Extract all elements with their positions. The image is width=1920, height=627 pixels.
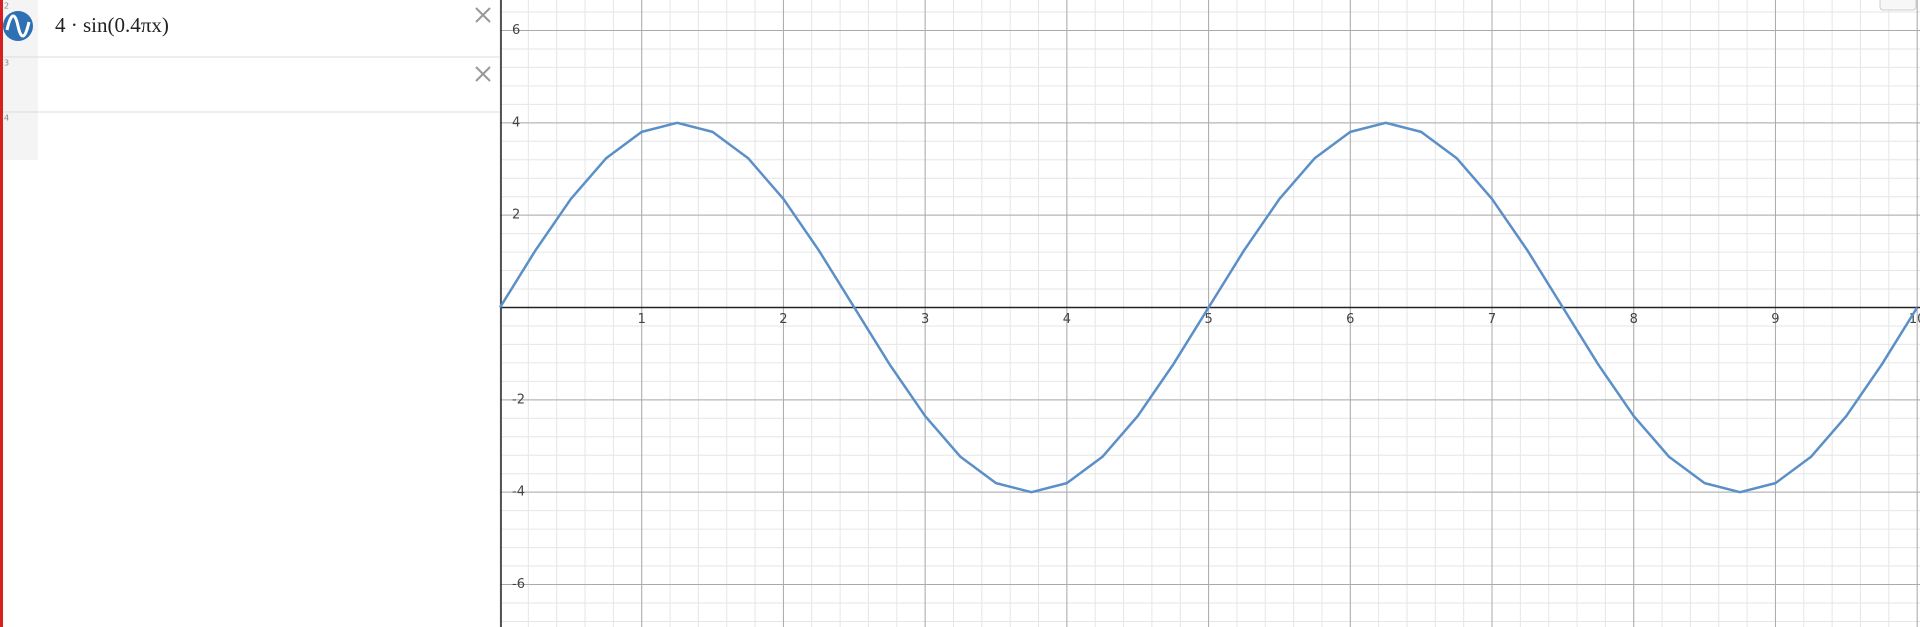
y-tick-label: -6 [512,577,525,592]
panel-border [0,0,3,627]
x-tick-label: 5 [1204,312,1212,327]
row-number: 3 [4,59,9,68]
delete-button[interactable] [475,7,491,23]
y-tick-label: -2 [512,392,525,407]
x-tick-label: 7 [1488,312,1496,327]
row-number: 4 [4,114,9,123]
x-tick-label: 10 [1909,312,1920,327]
y-tick-label: 2 [512,208,520,223]
x-tick-label: 1 [638,312,646,327]
x-tick-label: 9 [1771,312,1779,327]
graph-area: 1 2 3 4 5 6 7 8 9 10 -6 -4 -2 2 4 6 [498,0,1920,627]
y-tick-label: -4 [512,485,525,500]
settings-button[interactable] [1879,0,1917,11]
graph-icon[interactable] [3,11,33,41]
row-number: 2 [4,2,9,11]
y-tick-label: 4 [512,115,520,130]
x-tick-label: 4 [1063,312,1071,327]
expression-panel [0,0,500,627]
y-tick-label: 6 [512,23,520,38]
expression-text[interactable]: 4 · sin(0.4πx) [55,13,169,37]
x-tick-label: 6 [1346,312,1354,327]
delete-button[interactable] [475,66,491,82]
x-tick-label: 2 [779,312,787,327]
curve [498,121,1919,494]
x-tick-label: 3 [921,312,929,327]
x-tick-label: 8 [1630,312,1638,327]
